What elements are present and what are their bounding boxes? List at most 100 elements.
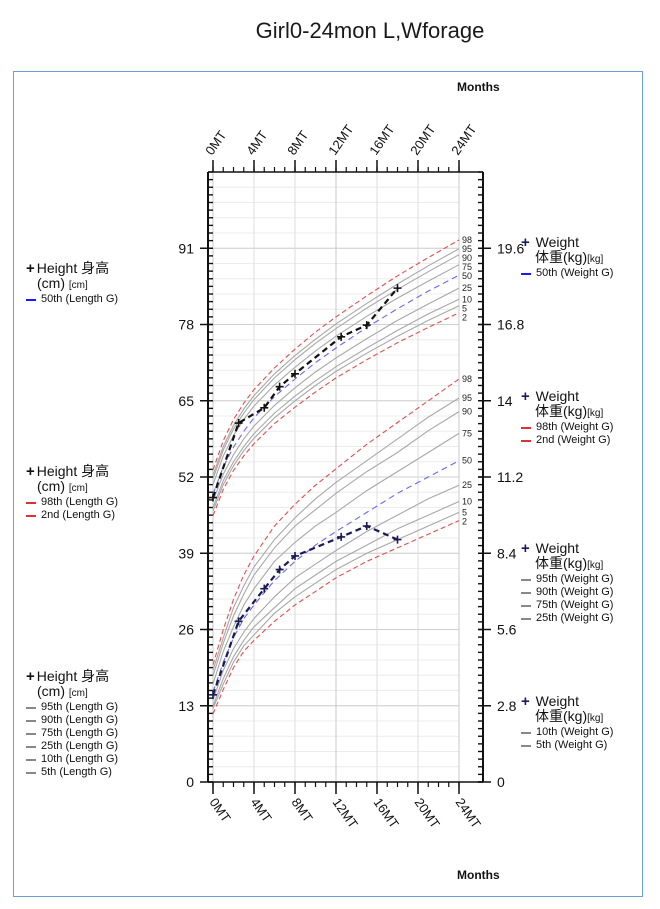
legend-weight-98-2: + Weight 体重(kg)[kg] 98th (Weight G) 2nd … [521,389,613,447]
legend-unit: 体重(kg) [535,708,588,724]
weight-percentile-label: 2 [462,516,467,526]
line-swatch-icon [26,706,36,709]
weight-p95-line [212,397,460,671]
length-percentile-label: 25 [462,283,472,293]
weight-percentile-label: 75 [462,428,472,438]
legend-item: 95th (Weight G) [536,573,614,585]
length-measured-point [260,403,269,412]
right-axis-label: 14 [497,393,513,409]
weight-percentile-label: 25 [462,480,472,490]
line-swatch-icon [521,731,531,734]
left-axis-label: 65 [178,393,194,409]
left-axis-label: 0 [186,774,194,790]
legend-item: 75th (Length G) [41,727,119,739]
length-percentile-label: 10 [462,294,472,304]
right-axis-label: 16.8 [497,317,524,333]
legend-head: Height 身高 [36,260,110,276]
legend-head: Weight [535,693,579,709]
legend-head: Weight [535,234,579,250]
length-percentile-label: 90 [462,253,472,263]
dash-swatch-icon [26,298,36,301]
legend-head: Height 身高 [36,463,110,479]
weight-percentile-label: 50 [462,456,472,466]
weight-percentile-label: 90 [462,407,472,417]
length-measured-point [234,419,243,428]
weight-percentile-label: 95 [462,393,472,403]
legend-head: Weight [535,540,579,556]
line-swatch-icon [26,719,36,722]
legend-head: Height 身高 [36,668,110,684]
months-label-bottom: Months [457,868,500,882]
legend-item: 25th (Length G) [41,740,119,752]
legend-item: 90th (Weight G) [536,586,614,598]
legend-item: 50th (Weight G) [536,267,614,279]
left-axis-label: 39 [178,545,194,561]
right-axis-label: 8.4 [497,545,517,561]
dash-swatch-icon [26,514,36,517]
legend-item: 10th (Weight G) [536,726,614,738]
dash-swatch-icon [521,426,531,429]
top-axis-label: 8MT [284,128,311,158]
legend-item: 5th (Length G) [41,766,112,778]
legend-unit: (cm) [37,683,65,699]
top-axis-label: 4MT [243,128,270,158]
top-axis-label: 0MT [202,128,229,158]
legend-length-98-2: + Height 身高 (cm) [cm] 98th (Length G) 2nd… [26,464,118,522]
plus-icon: + [26,260,35,277]
right-axis-label: 11.2 [497,469,523,485]
length-p10-line [212,298,460,508]
legend-unit-small: [cm] [68,280,88,291]
bottom-axis-label: 20MT [412,795,443,831]
plus-icon: + [26,668,35,685]
right-axis-label: 5.6 [497,622,517,638]
legend-item: 98th (Length G) [41,496,119,508]
plus-icon: + [521,693,530,710]
line-swatch-icon [521,578,531,581]
legend-item: 2nd (Weight G) [536,434,611,446]
length-percentile-label: 2 [462,312,467,322]
legend-unit-small: [kg] [587,408,604,419]
legend-item: 75th (Weight G) [536,599,614,611]
line-swatch-icon [26,771,36,774]
line-swatch-icon [521,617,531,620]
length-percentile-label: 98 [462,235,472,245]
legend-item: 50th (Length G) [41,293,119,305]
length-p25-line [212,287,460,502]
line-swatch-icon [521,744,531,747]
length-p2-line [212,312,460,516]
line-swatch-icon [521,604,531,607]
length-measured-point [209,493,217,502]
left-axis-label: 78 [178,317,194,333]
legend-item: 98th (Weight G) [536,421,614,433]
length-percentile-label: 5 [462,303,467,313]
weight-measured-line [211,524,398,696]
plus-icon: + [26,463,35,480]
legend-unit-small: [kg] [587,254,604,265]
length-percentile-label: 50 [462,271,472,281]
length-percentile-label: 95 [462,244,472,254]
bottom-axis-label: 8MT [289,795,316,825]
weight-p2-line [212,520,460,715]
length-measured-point [362,321,371,330]
weight-p90-line [212,411,460,676]
dash-swatch-icon [521,439,531,442]
right-axis-label: 2.8 [497,698,517,714]
dash-swatch-icon [26,501,36,504]
legend-unit: (cm) [37,275,65,291]
left-axis-label: 91 [178,240,194,256]
length-measured-point [275,382,284,391]
legend-weight-mid: + Weight 体重(kg)[kg] 95th (Weight G) 90th… [521,541,613,625]
plus-icon: + [521,540,530,557]
left-axis-label: 13 [178,698,194,714]
chart-frame [13,71,643,897]
chart-title: Girl0-24mon L,Wforage [255,18,485,43]
length-p50-line [212,274,460,495]
line-swatch-icon [26,758,36,761]
weight-percentile-label: 5 [462,507,467,517]
legend-unit-small: [cm] [68,483,88,494]
length-p5-line [212,305,460,512]
weight-measured-point [209,690,217,699]
length-measured-line [211,287,399,498]
bottom-axis-label: 24MT [453,795,484,831]
